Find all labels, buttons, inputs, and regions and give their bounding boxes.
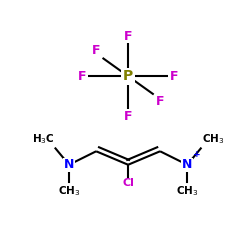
Text: F: F (78, 70, 86, 83)
Text: F: F (92, 44, 100, 57)
Text: Cl: Cl (122, 178, 134, 188)
Text: P: P (123, 69, 133, 83)
Text: F: F (156, 96, 164, 108)
Text: N: N (64, 158, 74, 171)
Text: N: N (182, 158, 192, 171)
Text: CH$_3$: CH$_3$ (58, 184, 80, 198)
Text: H$_3$C: H$_3$C (32, 133, 54, 146)
Text: F: F (124, 30, 132, 43)
Text: F: F (124, 110, 132, 123)
Text: CH$_3$: CH$_3$ (176, 184, 199, 198)
Text: +: + (193, 150, 200, 159)
Text: CH$_3$: CH$_3$ (202, 133, 224, 146)
Text: F: F (170, 70, 178, 83)
